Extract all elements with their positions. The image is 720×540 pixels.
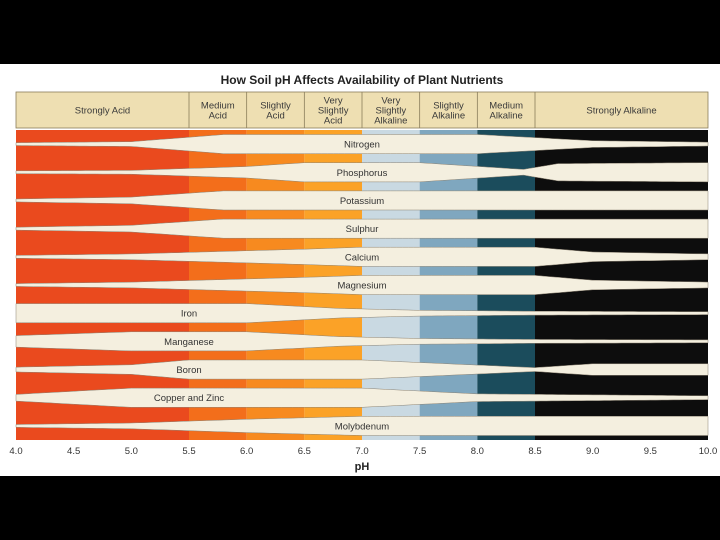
zone-label-very-slightly-alkaline: Very Slightly Alkaline — [374, 96, 407, 127]
x-tick-label: 4.0 — [9, 446, 22, 457]
x-tick-label: 6.5 — [298, 446, 311, 457]
nutrient-band-manganese — [15, 331, 709, 352]
zone-label-very-slightly-acid: Very Slightly Acid — [318, 96, 349, 127]
nutrient-label-boron: Boron — [176, 365, 201, 376]
x-tick-label: 5.5 — [182, 446, 195, 457]
nutrient-label-magnesium: Magnesium — [337, 281, 386, 292]
nutrient-label-calcium: Calcium — [345, 252, 379, 263]
nutrient-band-magnesium — [15, 275, 709, 295]
x-tick-label: 6.0 — [240, 446, 253, 457]
nutrient-band-phosphorus — [15, 162, 709, 183]
nutrient-band-potassium — [15, 190, 709, 211]
zone-label-medium-acid: Medium Acid — [201, 101, 235, 122]
x-tick-label: 7.0 — [355, 446, 368, 457]
x-tick-label: 8.5 — [528, 446, 541, 457]
chart-title: How Soil pH Affects Availability of Plan… — [221, 73, 504, 87]
nutrient-band-copper-and-zinc — [15, 387, 709, 408]
nutrient-label-sulphur: Sulphur — [346, 224, 379, 235]
x-tick-label: 9.0 — [586, 446, 599, 457]
nutrient-label-copper-and-zinc: Copper and Zinc — [154, 393, 224, 404]
x-tick-label: 10.0 — [699, 446, 718, 457]
nutrient-band-nitrogen — [15, 134, 709, 154]
nutrient-label-nitrogen: Nitrogen — [344, 140, 380, 151]
x-tick-label: 4.5 — [67, 446, 80, 457]
zone-label-strongly-acid: Strongly Acid — [75, 106, 130, 117]
nutrient-label-iron: Iron — [181, 309, 197, 320]
zone-label-strongly-alkaline: Strongly Alkaline — [586, 106, 656, 117]
zone-label-medium-alkaline: Medium Alkaline — [489, 101, 523, 122]
zone-label-slightly-alkaline: Slightly Alkaline — [432, 101, 465, 122]
nutrient-band-iron — [15, 303, 709, 324]
nutrient-band-calcium — [15, 246, 709, 267]
chart-figure: How Soil pH Affects Availability of Plan… — [0, 64, 720, 476]
nutrient-label-molybdenum: Molybdenum — [335, 421, 389, 432]
zone-label-slightly-acid: Slightly Acid — [260, 101, 291, 122]
nutrient-availability-chart: How Soil pH Affects Availability of Plan… — [9, 73, 717, 473]
zone-header: Strongly Acid Medium Acid Slightly Acid Very S… — [15, 91, 709, 129]
nutrient-band-molybdenum — [15, 416, 709, 436]
x-tick-label: 7.5 — [413, 446, 426, 457]
nutrient-label-phosphorus: Phosphorus — [337, 168, 388, 179]
x-axis-label: pH — [355, 461, 370, 473]
x-tick-label: 5.0 — [125, 446, 138, 457]
x-tick-label: 8.0 — [471, 446, 484, 457]
nutrient-band-sulphur — [15, 218, 709, 239]
nutrient-bands: Nitrogen Phosphorus Potassium Sulphur Calciu… — [15, 134, 709, 436]
x-axis: 4.0 4.5 5.0 5.5 6.0 6.5 7.0 7.5 8.0 8.5 9.0 9.5 10.0 — [9, 446, 717, 457]
x-tick-label: 9.5 — [644, 446, 657, 457]
nutrient-label-potassium: Potassium — [340, 196, 384, 207]
nutrient-label-manganese: Manganese — [164, 337, 214, 348]
nutrient-band-boron — [15, 359, 709, 380]
